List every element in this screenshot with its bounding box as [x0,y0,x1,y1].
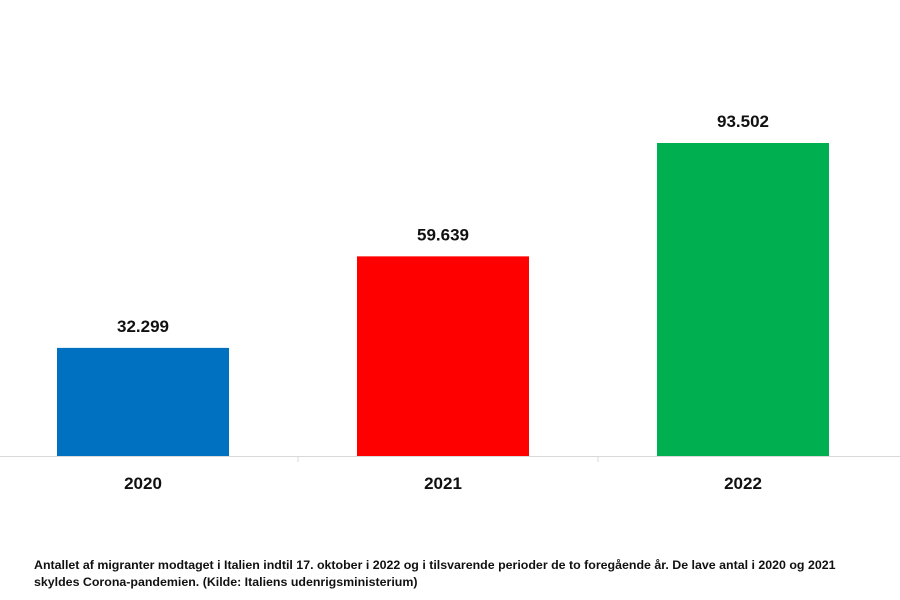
x-axis-ticks [297,456,599,462]
bar-2020 [57,347,229,456]
value-label-2022: 93.502 [717,112,769,131]
bar-2022 [657,143,829,456]
tick-label-2021: 2021 [424,474,462,493]
bar-2021 [357,256,529,456]
tick-label-2022: 2022 [724,474,762,493]
bar-chart: 32.299 59.639 93.502 2020 2021 2022 [0,112,900,493]
chart-caption: Antallet af migranter modtaget i Italien… [34,558,836,589]
x-axis-tick-labels: 2020 2021 2022 [124,474,762,493]
value-labels-group: 32.299 59.639 93.502 [117,112,769,336]
tick-label-2020: 2020 [124,474,162,493]
value-label-2021: 59.639 [417,225,469,244]
bars-group [57,143,829,456]
value-label-2020: 32.299 [117,317,169,336]
